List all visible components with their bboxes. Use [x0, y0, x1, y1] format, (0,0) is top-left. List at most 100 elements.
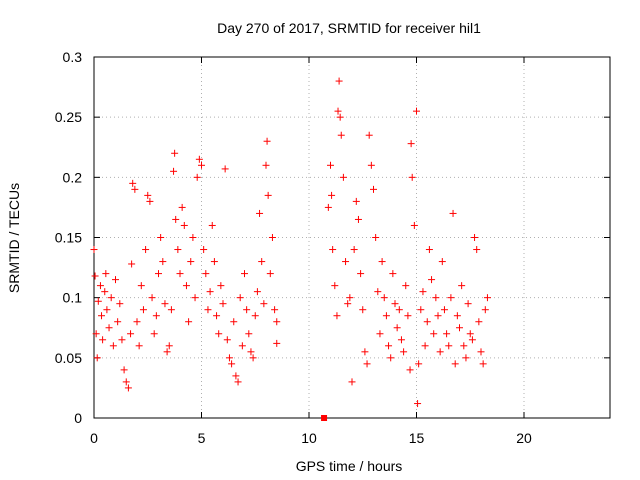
data-point: [440, 306, 448, 314]
data-point: [262, 161, 270, 169]
data-point: [464, 300, 472, 308]
data-point: [266, 270, 274, 278]
data-point: [428, 276, 436, 284]
data-point: [327, 161, 334, 169]
data-point: [387, 354, 395, 362]
data-point: [337, 131, 345, 139]
y-tick-label: 0.1: [63, 290, 83, 306]
data-point: [124, 384, 132, 392]
data-point: [135, 342, 143, 350]
data-point: [460, 342, 468, 350]
data-point: [202, 270, 210, 278]
data-point: [273, 318, 281, 326]
data-point: [334, 107, 342, 115]
data-point: [408, 173, 416, 181]
data-point: [103, 306, 111, 314]
data-point: [443, 330, 451, 338]
data-point: [370, 185, 377, 193]
data-points: [90, 77, 491, 421]
data-point: [247, 348, 255, 356]
data-point: [348, 378, 356, 386]
data-point: [251, 312, 259, 320]
data-point: [382, 312, 390, 320]
data-point: [271, 306, 279, 314]
data-point: [451, 360, 459, 368]
data-point: [393, 324, 401, 332]
data-point: [458, 282, 466, 290]
data-point: [404, 312, 412, 320]
data-point: [449, 209, 457, 217]
data-point: [473, 246, 481, 254]
y-tick-label: 0.15: [55, 230, 82, 246]
data-point: [395, 306, 403, 314]
data-point: [150, 330, 158, 338]
data-point: [423, 318, 431, 326]
data-point: [204, 306, 212, 314]
y-tick-label: 0.05: [55, 350, 82, 366]
data-point: [481, 306, 489, 314]
data-point: [414, 400, 422, 408]
data-point: [410, 221, 418, 229]
data-point: [176, 270, 184, 278]
data-point: [92, 330, 100, 338]
data-point: [263, 137, 271, 145]
data-point: [223, 336, 231, 344]
data-point: [193, 173, 201, 181]
data-point: [142, 246, 150, 254]
data-point: [187, 258, 195, 266]
data-point: [357, 270, 365, 278]
data-point: [146, 197, 154, 205]
data-point: [466, 330, 474, 338]
data-point: [221, 165, 229, 173]
data-point: [471, 234, 479, 241]
data-point: [407, 140, 415, 148]
data-point: [346, 294, 354, 302]
data-point: [208, 221, 216, 229]
data-point: [365, 131, 373, 139]
data-point: [195, 155, 203, 163]
data-point: [234, 378, 242, 386]
data-point: [402, 282, 410, 290]
data-point: [372, 234, 380, 241]
data-point: [159, 258, 167, 266]
data-point: [129, 179, 137, 187]
data-point: [378, 258, 386, 266]
y-tick-label: 0: [74, 410, 82, 426]
data-point: [91, 272, 99, 280]
y-tick-label: 0.2: [63, 169, 83, 185]
data-point: [273, 339, 281, 347]
data-point: [352, 197, 360, 205]
data-point: [339, 173, 347, 181]
data-point: [137, 282, 145, 290]
data-point: [344, 300, 352, 308]
data-point: [354, 215, 362, 223]
data-point: [191, 294, 199, 302]
data-point: [376, 330, 384, 338]
data-point: [419, 288, 427, 296]
data-point: [438, 258, 446, 266]
data-point: [198, 161, 205, 169]
y-tick-label: 0.25: [55, 109, 82, 125]
data-point: [114, 318, 122, 326]
data-point: [152, 312, 160, 320]
data-point: [109, 342, 117, 350]
data-point: [256, 209, 264, 217]
data-point: [182, 282, 190, 290]
data-point: [361, 348, 369, 356]
data-point: [258, 258, 266, 266]
data-point: [243, 306, 251, 314]
x-tick-label: 10: [301, 430, 317, 446]
y-tick-label: 0.3: [63, 49, 83, 65]
data-point: [245, 330, 253, 338]
data-point: [415, 360, 423, 368]
data-point: [483, 294, 491, 302]
data-point: [350, 246, 358, 254]
data-point: [180, 221, 188, 229]
data-point: [112, 276, 119, 284]
y-axis-label: SRMTID / TECUs: [6, 183, 22, 293]
data-point: [230, 318, 238, 326]
chart-title: Day 270 of 2017, SRMTID for receiver hil…: [217, 20, 481, 36]
data-point: [133, 318, 141, 326]
data-point: [157, 234, 165, 241]
data-point: [397, 336, 405, 344]
